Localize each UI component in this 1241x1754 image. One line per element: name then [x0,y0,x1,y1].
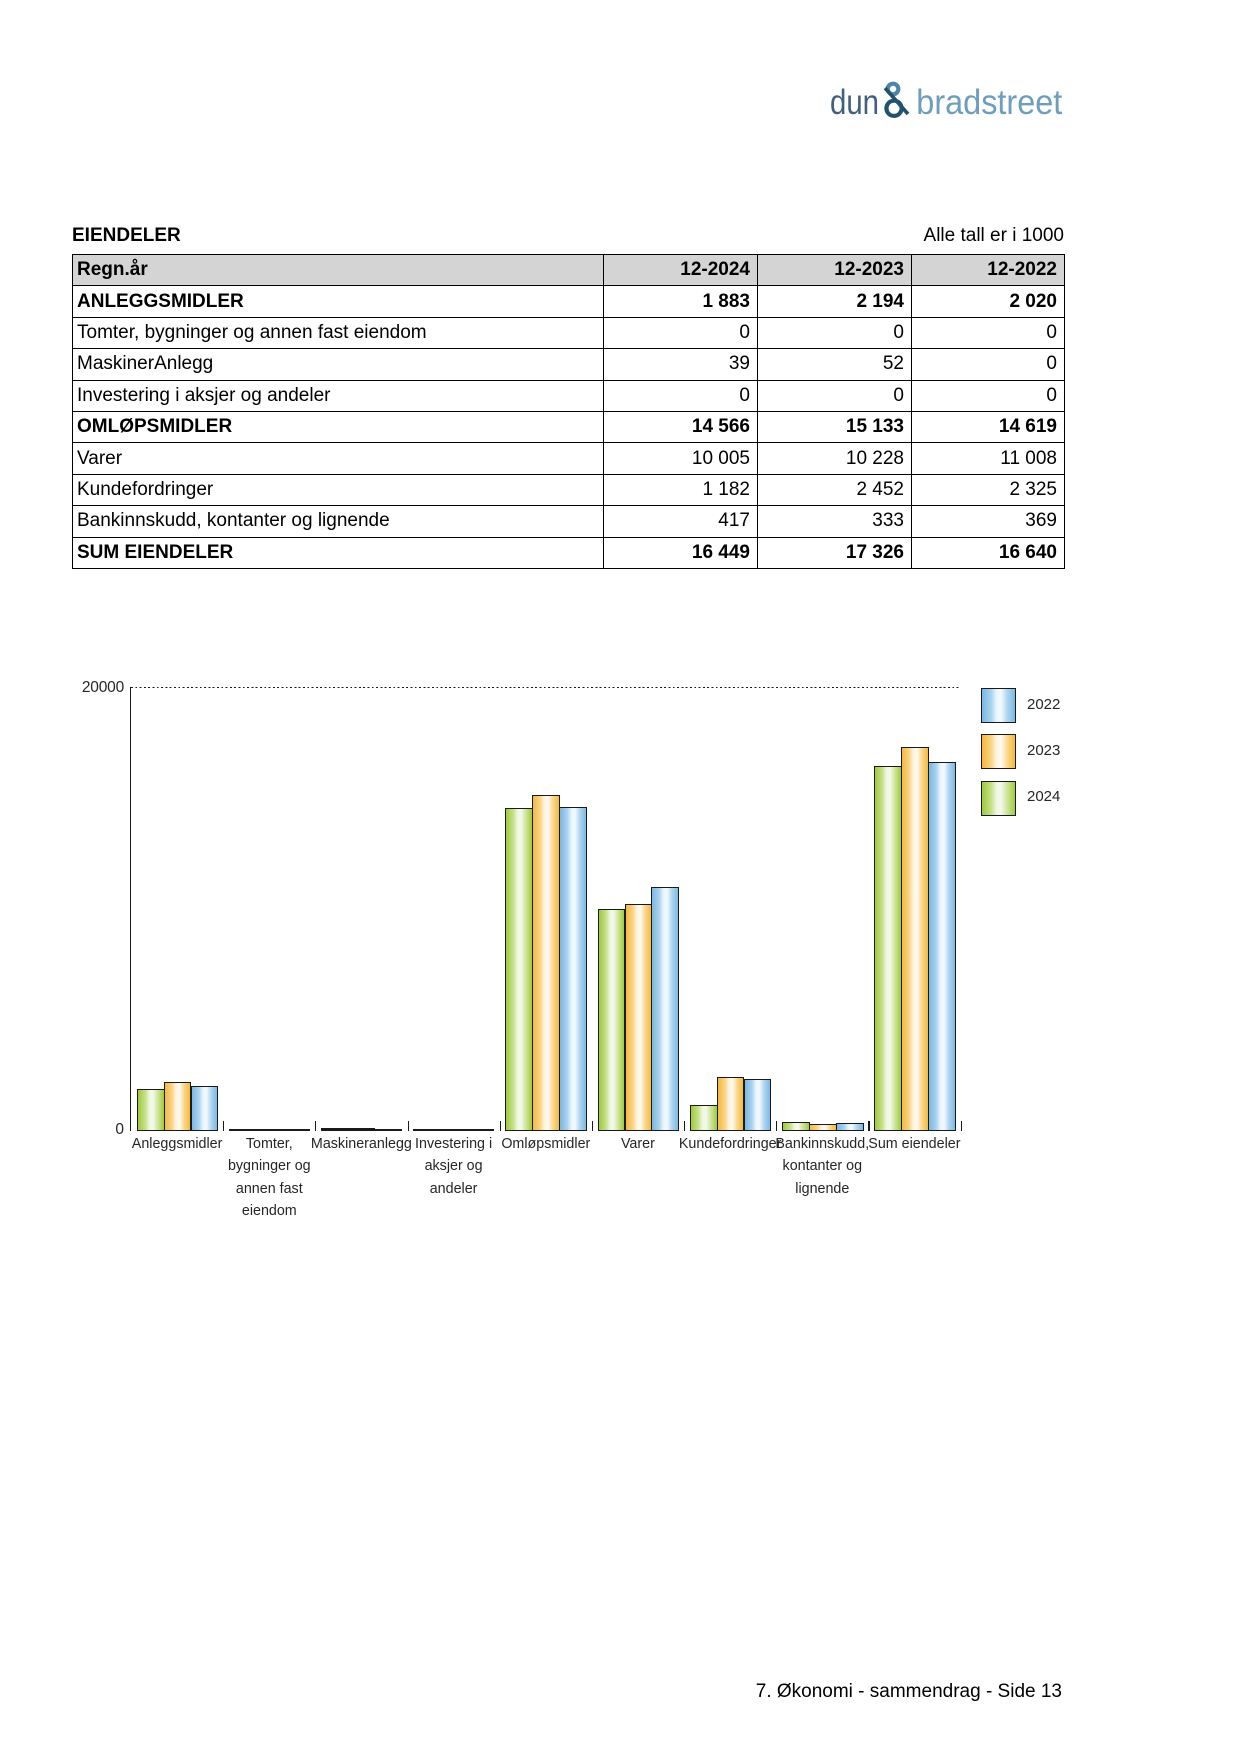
svg-text:dun: dun [830,82,879,122]
svg-text:bradstreet: bradstreet [916,82,1062,122]
